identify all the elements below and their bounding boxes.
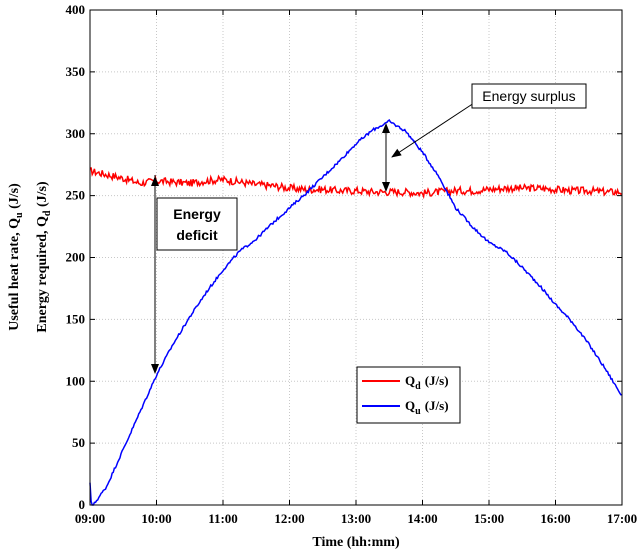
y-tick-label: 200 xyxy=(66,250,86,265)
x-tick-label: 11:00 xyxy=(208,511,238,526)
x-axis-title: Time (hh:mm) xyxy=(312,535,400,550)
x-tick-label: 13:00 xyxy=(341,511,371,526)
x-tick-label: 10:00 xyxy=(141,511,171,526)
annotation-surplus-text: Energy surplus xyxy=(482,88,575,104)
x-tick-label: 17:00 xyxy=(607,511,637,526)
y-tick-label: 50 xyxy=(72,435,85,450)
x-tick-label: 09:00 xyxy=(75,511,105,526)
annotation-surplus: Energy surplus xyxy=(471,83,587,109)
y-tick-label: 250 xyxy=(66,188,86,203)
series-line-qd xyxy=(89,167,623,200)
legend-label-qu: Qu (J/s) xyxy=(405,398,449,417)
legend-box xyxy=(356,366,461,424)
y-axis-title-line2: Energy required, Qd (J/s) xyxy=(35,181,53,333)
axis-ticks: 09:00 10:00 11:00 12:00 13:00 14:00 15:00 16:00… xyxy=(66,2,638,526)
x-tick-label: 12:00 xyxy=(274,511,304,526)
series-line-qu xyxy=(89,119,623,506)
y-tick-label: 400 xyxy=(66,2,86,17)
x-tick-label: 15:00 xyxy=(474,511,504,526)
annotation-deficit-line2: deficit xyxy=(176,227,218,243)
annotation-surplus-arrow xyxy=(382,102,475,192)
y-tick-label: 150 xyxy=(66,311,86,326)
x-tick-label: 16:00 xyxy=(540,511,570,526)
y-axis-title: Useful heat rate, Qu (J/s) Energy requir… xyxy=(7,181,53,333)
y-tick-label: 100 xyxy=(66,373,86,388)
y-axis-title-line1: Useful heat rate, Qu (J/s) xyxy=(7,183,25,331)
series-layer xyxy=(89,119,623,506)
legend-label-qd: Qd (J/s) xyxy=(405,373,449,392)
y-tick-label: 0 xyxy=(79,497,86,512)
x-tick-label: 14:00 xyxy=(407,511,437,526)
legend: Qd (J/s) Qu (J/s) xyxy=(356,366,461,424)
y-tick-label: 300 xyxy=(66,126,86,141)
annotation-deficit: Energy deficit xyxy=(156,197,238,251)
annotation-deficit-line1: Energy xyxy=(173,206,221,222)
y-tick-label: 350 xyxy=(66,64,86,79)
